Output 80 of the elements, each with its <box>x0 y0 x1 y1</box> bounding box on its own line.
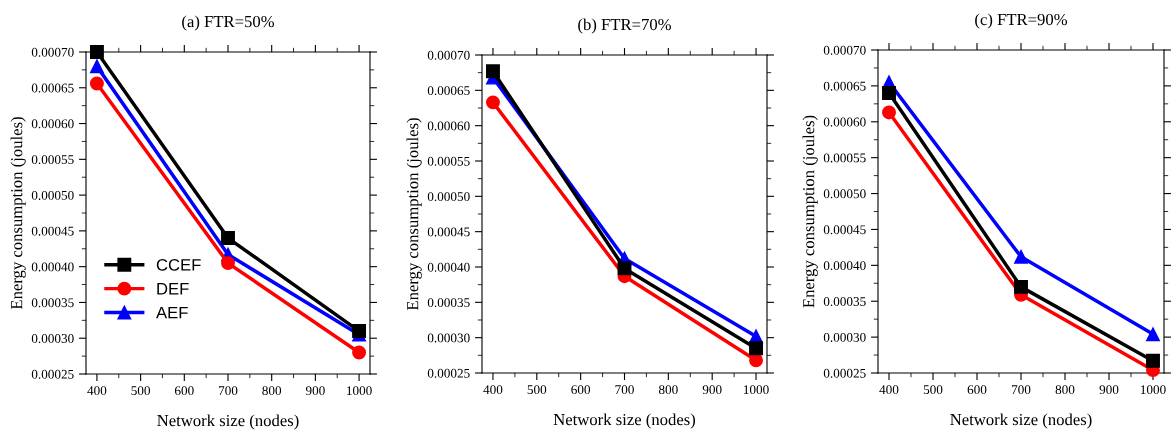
x-tick-label: 900 <box>1099 385 1119 395</box>
y-tick-label: 0.00070 <box>31 47 74 57</box>
x-axis-title: Network size (nodes) <box>553 413 696 429</box>
x-tick-label: 1000 <box>347 386 372 396</box>
x-tick-label: 700 <box>1011 385 1031 395</box>
y-tick-label: 0.00065 <box>31 83 74 93</box>
x-tick-label: 900 <box>702 385 722 395</box>
y-tick-label: 0.00035 <box>823 297 866 306</box>
point <box>221 256 235 271</box>
y-tick-label: 0.00040 <box>823 261 866 271</box>
x-tick-label: 1000 <box>1140 385 1166 395</box>
y-tick-label: 0.00050 <box>427 192 470 202</box>
x-tick-label: 700 <box>615 385 634 395</box>
x-tick-label: 1000 <box>744 385 769 395</box>
y-tick-label: 0.00060 <box>823 117 866 127</box>
y-tick-label: 0.00040 <box>427 262 470 272</box>
x-tick-label: 400 <box>87 386 107 396</box>
y-axis-title: Energy consumption (joules) <box>802 115 818 308</box>
x-axis-title: Network size (nodes) <box>950 413 1092 429</box>
y-axis-title: Energy consumption (joules) <box>10 117 26 310</box>
y-tick-label: 0.00060 <box>31 119 74 129</box>
chart-title: (c) FTR=90% <box>975 13 1068 29</box>
x-tick-label: 500 <box>923 385 943 395</box>
x-axis-title: Network size (nodes) <box>157 414 299 430</box>
y-tick-label: 0.00045 <box>823 225 866 235</box>
y-tick-label: 0.00070 <box>823 45 866 55</box>
y-tick-label: 0.00030 <box>427 333 470 343</box>
x-tick-label: 800 <box>658 385 678 395</box>
point <box>221 231 235 245</box>
x-tick-label: 600 <box>967 385 987 395</box>
point <box>89 45 104 59</box>
point <box>882 86 896 101</box>
point <box>89 59 104 74</box>
x-tick-label: 400 <box>483 385 503 395</box>
legend-label: AEF <box>156 306 188 319</box>
point <box>882 105 896 120</box>
y-tick-label: 0.00060 <box>427 121 470 131</box>
y-tick-label: 0.00055 <box>31 155 74 165</box>
point <box>1014 279 1028 294</box>
legend-label: DEF <box>157 283 189 295</box>
legend-label: CCEF <box>156 258 201 271</box>
chart-title: (a) FTR=50% <box>182 15 275 31</box>
chart-title: (b) FTR=70% <box>578 18 671 34</box>
y-tick-label: 0.00070 <box>427 50 470 60</box>
x-tick-label: 600 <box>174 386 194 396</box>
point <box>352 345 367 360</box>
x-tick-label: 800 <box>262 386 282 396</box>
x-tick-label: 500 <box>131 386 151 396</box>
x-tick-label: 400 <box>879 385 899 395</box>
y-tick-label: 0.00045 <box>427 227 470 237</box>
point <box>617 261 632 276</box>
y-tick-label: 0.00055 <box>427 156 470 166</box>
point <box>1146 327 1160 342</box>
y-tick-label: 0.00040 <box>31 262 74 272</box>
y-tick-label: 0.00025 <box>427 368 470 378</box>
y-tick-label: 0.00055 <box>823 153 866 163</box>
y-tick-label: 0.00025 <box>31 369 74 379</box>
y-axis-title: Energy consumption (joules) <box>406 118 422 311</box>
y-tick-label: 0.00065 <box>427 86 470 96</box>
y-tick-label: 0.00065 <box>823 81 866 91</box>
point <box>749 341 763 356</box>
y-tick-label: 0.00030 <box>823 332 866 342</box>
y-tick-label: 0.00045 <box>31 226 74 236</box>
point <box>1146 353 1160 368</box>
x-tick-label: 900 <box>305 386 325 396</box>
x-tick-label: 500 <box>527 385 547 395</box>
x-tick-label: 700 <box>218 386 238 396</box>
x-tick-label: 800 <box>1055 385 1075 395</box>
y-tick-label: 0.00025 <box>823 368 866 378</box>
y-tick-label: 0.00035 <box>427 298 470 308</box>
y-tick-label: 0.00050 <box>31 190 74 200</box>
point <box>486 64 500 79</box>
y-tick-label: 0.00050 <box>823 189 866 199</box>
point <box>89 76 104 91</box>
y-tick-label: 0.00030 <box>31 334 74 343</box>
point <box>486 95 500 110</box>
point <box>749 353 763 368</box>
y-tick-label: 0.00035 <box>31 298 74 308</box>
x-tick-label: 600 <box>571 385 591 395</box>
point <box>1014 249 1028 264</box>
